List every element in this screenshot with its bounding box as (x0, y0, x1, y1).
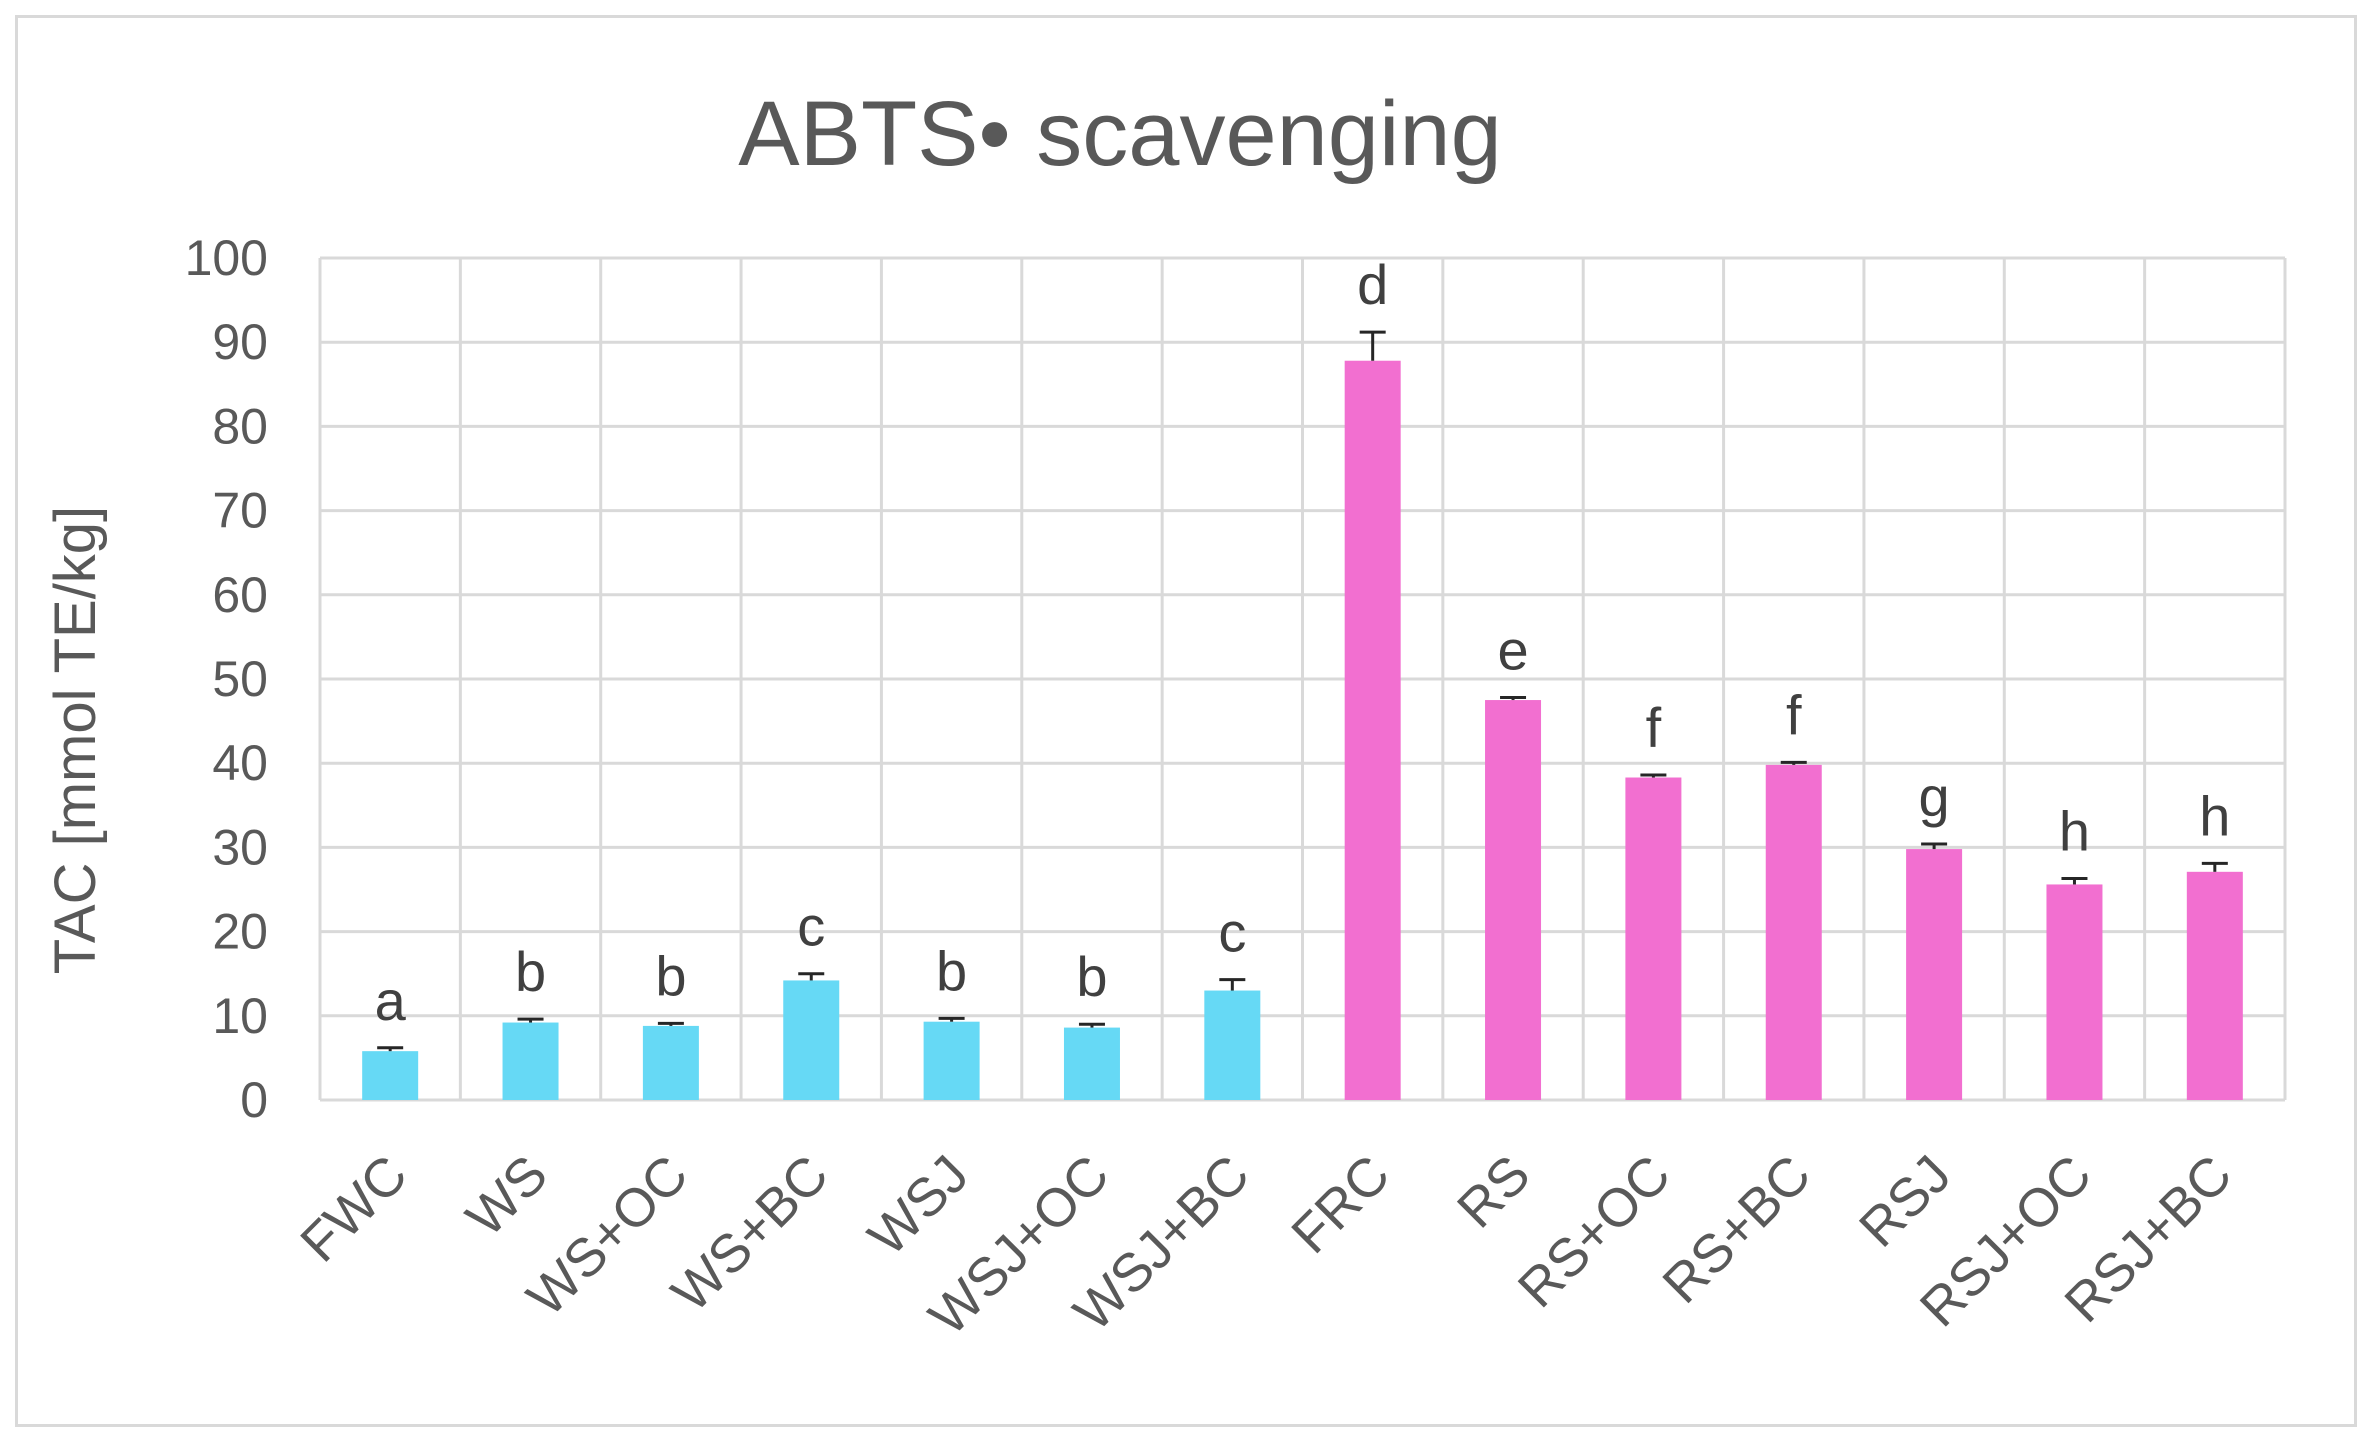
x-tick-label: RS (1446, 1144, 1541, 1239)
y-tick-label: 60 (212, 567, 268, 623)
significance-letter: b (936, 939, 967, 1002)
x-tick-label: RS+OC (1507, 1144, 1682, 1319)
bar (1906, 849, 1963, 1100)
bar (1063, 1027, 1120, 1100)
bar (362, 1051, 419, 1100)
chart-title: ABTS• scavenging (738, 83, 1502, 185)
bar (1625, 777, 1682, 1100)
y-tick-label: 80 (212, 398, 268, 454)
significance-letter: b (655, 944, 686, 1007)
bar (1485, 700, 1542, 1100)
x-tick-label: RSJ (1848, 1144, 1963, 1259)
x-tick-label: RS+BC (1651, 1144, 1822, 1315)
significance-letter: e (1497, 619, 1528, 682)
bar (642, 1025, 699, 1100)
y-tick-label: 20 (212, 904, 268, 960)
y-tick-label: 40 (212, 735, 268, 791)
significance-letter: f (1786, 683, 1802, 746)
y-tick-label: 100 (185, 230, 268, 286)
y-tick-label: 90 (212, 314, 268, 370)
significance-letter: f (1646, 696, 1662, 759)
significance-letter: c (1218, 901, 1246, 964)
significance-letter: h (2059, 800, 2090, 863)
y-tick-label: 10 (212, 988, 268, 1044)
bar (502, 1022, 559, 1100)
x-tick-label: WS (455, 1144, 559, 1248)
label-layer: 0102030405060708090100aFWCbWSbWS+OCcWS+B… (185, 230, 2244, 1347)
y-tick-label: 70 (212, 483, 268, 539)
bar-layer (362, 330, 2243, 1100)
significance-letter: a (375, 969, 407, 1032)
x-tick-label: WSJ (857, 1144, 980, 1267)
chart-frame (15, 15, 2357, 1427)
significance-letter: b (515, 940, 546, 1003)
grid-layer (318, 256, 2287, 1102)
bar (1765, 764, 1822, 1100)
bar (2046, 884, 2103, 1100)
significance-letter: g (1919, 765, 1950, 828)
x-tick-label: FRC (1280, 1144, 1401, 1265)
y-tick-label: 0 (240, 1072, 268, 1128)
significance-letter: b (1076, 945, 1107, 1008)
bar (2186, 871, 2243, 1100)
bar (1344, 360, 1401, 1100)
y-axis-title: TAC [mmol TE/kg] (43, 506, 108, 974)
significance-letter: c (797, 895, 825, 958)
significance-letter: d (1357, 253, 1388, 316)
x-tick-label: WS+BC (660, 1144, 839, 1323)
bar (923, 1021, 980, 1100)
bar (1204, 990, 1261, 1100)
significance-letter: h (2199, 784, 2230, 847)
y-tick-label: 30 (212, 819, 268, 875)
bar (783, 980, 840, 1100)
y-tick-label: 50 (212, 651, 268, 707)
x-tick-label: FWC (289, 1144, 418, 1273)
